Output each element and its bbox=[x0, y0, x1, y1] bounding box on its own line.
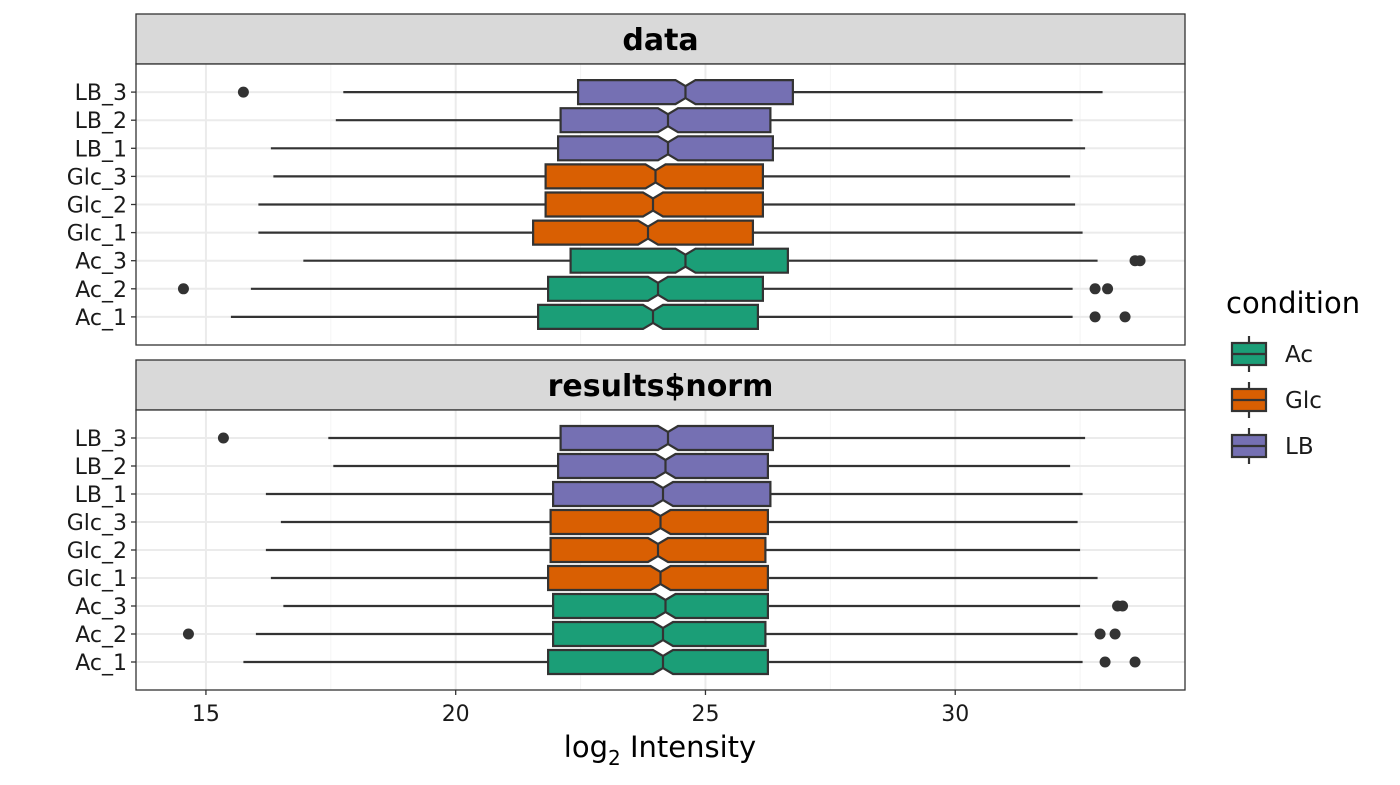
y-tick-label-Ac_2: Ac_2 bbox=[75, 623, 127, 648]
legend-key-Glc: Glc bbox=[1230, 382, 1322, 418]
x-axis-title: log2 Intensity bbox=[564, 730, 756, 770]
outlier-Ac_2 bbox=[1109, 628, 1121, 640]
box-body-Ac_1 bbox=[547, 648, 769, 676]
box-body-LB_3 bbox=[559, 424, 774, 452]
box-LB_1 bbox=[265, 480, 1083, 508]
box-Glc_3 bbox=[273, 163, 1071, 190]
legend-label-Glc: Glc bbox=[1285, 388, 1322, 414]
facet-strip-label-1: results$norm bbox=[548, 369, 774, 404]
y-tick-label-LB_3: LB_3 bbox=[75, 427, 127, 452]
box-body-Ac_3 bbox=[552, 592, 769, 620]
outlier-Ac_1 bbox=[1089, 311, 1101, 323]
outlier-LB_3 bbox=[237, 86, 249, 98]
outlier-Ac_1 bbox=[1099, 656, 1111, 668]
facet-strip-0 bbox=[135, 13, 1186, 65]
outlier-LB_3 bbox=[217, 432, 229, 444]
outlier-Ac_2 bbox=[177, 283, 189, 295]
box-Ac_1 bbox=[243, 648, 1141, 676]
box-body-Ac_2 bbox=[552, 620, 767, 648]
outlier-Ac_3 bbox=[1134, 255, 1146, 267]
y-tick-label-LB_1: LB_1 bbox=[75, 483, 127, 508]
x-tick-label-20: 20 bbox=[442, 702, 470, 727]
box-body-Glc_3 bbox=[549, 508, 769, 536]
legend: condition Ac Glc LB bbox=[1226, 286, 1360, 464]
box-Ac_3 bbox=[303, 247, 1146, 274]
box-Ac_1 bbox=[230, 303, 1131, 330]
box-Glc_2 bbox=[265, 536, 1081, 564]
y-tick-label-Glc_2: Glc_2 bbox=[67, 194, 127, 219]
facet-strip-label-0: data bbox=[622, 23, 698, 58]
box-Ac_2 bbox=[177, 275, 1114, 302]
box-body-Glc_3 bbox=[544, 163, 765, 190]
x-tick-label-25: 25 bbox=[691, 702, 719, 727]
box-Glc_1 bbox=[270, 564, 1098, 592]
outlier-Ac_1 bbox=[1129, 656, 1141, 668]
box-Ac_3 bbox=[283, 592, 1129, 620]
legend-key-LB: LB bbox=[1230, 428, 1314, 464]
box-body-LB_1 bbox=[556, 135, 774, 162]
box-LB_3 bbox=[217, 424, 1086, 452]
legend-keys: Ac Glc LB bbox=[1230, 336, 1322, 464]
facet-panel-0: data Ac_1 Ac_2 Ac_3 Glc_1 Glc_2 Glc_3 LB_1 LB_2 L… bbox=[67, 13, 1186, 346]
facet-panels: data Ac_1 Ac_2 Ac_3 Glc_1 Glc_2 Glc_3 LB_1 LB_2 L… bbox=[67, 13, 1186, 691]
legend-key-Ac: Ac bbox=[1230, 336, 1313, 372]
box-body-Glc_1 bbox=[547, 564, 769, 592]
y-tick-label-Glc_3: Glc_3 bbox=[67, 511, 127, 536]
legend-label-Ac: Ac bbox=[1285, 342, 1313, 368]
outlier-Ac_2 bbox=[182, 628, 194, 640]
legend-title: condition bbox=[1226, 286, 1360, 320]
y-tick-label-Glc_1: Glc_1 bbox=[67, 222, 127, 247]
y-tick-label-Ac_1: Ac_1 bbox=[75, 306, 127, 331]
y-axis-1: Ac_1 Ac_2 Ac_3 Glc_1 Glc_2 Glc_3 LB_1 LB_2 LB_3 bbox=[67, 427, 136, 676]
outlier-Ac_2 bbox=[1089, 283, 1101, 295]
outlier-Ac_3 bbox=[1117, 600, 1129, 612]
box-Glc_2 bbox=[258, 191, 1076, 218]
y-tick-label-Glc_1: Glc_1 bbox=[67, 567, 127, 592]
y-tick-label-Ac_3: Ac_3 bbox=[75, 595, 127, 620]
y-tick-label-LB_1: LB_1 bbox=[75, 137, 127, 162]
box-body-LB_2 bbox=[559, 107, 772, 134]
x-axis-title-subscript: 2 bbox=[608, 746, 621, 770]
box-body-LB_2 bbox=[556, 452, 769, 480]
outlier-Ac_1 bbox=[1119, 311, 1131, 323]
y-axis-0: Ac_1 Ac_2 Ac_3 Glc_1 Glc_2 Glc_3 LB_1 LB_2 LB_3 bbox=[67, 81, 136, 331]
x-tick-label-15: 15 bbox=[192, 702, 220, 727]
y-tick-label-LB_2: LB_2 bbox=[75, 455, 127, 480]
y-tick-label-Glc_2: Glc_2 bbox=[67, 539, 127, 564]
x-axis: 15 20 25 30 bbox=[192, 690, 969, 727]
box-LB_1 bbox=[270, 135, 1086, 162]
box-body-Ac_2 bbox=[547, 275, 765, 302]
legend-label-LB: LB bbox=[1285, 434, 1314, 460]
box-body-LB_1 bbox=[552, 480, 772, 508]
y-tick-label-LB_2: LB_2 bbox=[75, 109, 127, 134]
box-Glc_1 bbox=[258, 219, 1083, 246]
y-tick-label-Glc_3: Glc_3 bbox=[67, 165, 127, 190]
box-LB_3 bbox=[237, 78, 1103, 106]
facet-panel-1: results$norm Ac_1 Ac_2 Ac_3 Glc_1 Glc_2 Glc_3 L… bbox=[67, 359, 1186, 691]
box-Glc_3 bbox=[280, 508, 1078, 536]
box-Ac_2 bbox=[182, 620, 1121, 648]
box-body-Glc_2 bbox=[544, 191, 765, 218]
x-axis-title-base: log bbox=[564, 730, 608, 764]
outlier-Ac_2 bbox=[1094, 628, 1106, 640]
x-tick-label-30: 30 bbox=[941, 702, 969, 727]
outlier-Ac_2 bbox=[1102, 283, 1114, 295]
y-tick-label-Ac_2: Ac_2 bbox=[75, 278, 127, 303]
box-LB_2 bbox=[335, 107, 1073, 134]
y-tick-label-Ac_1: Ac_1 bbox=[75, 651, 127, 676]
box-body-Glc_1 bbox=[532, 219, 755, 246]
box-body-Ac_1 bbox=[537, 303, 760, 330]
x-axis-title-rest: Intensity bbox=[621, 730, 756, 764]
box-body-Ac_3 bbox=[569, 247, 789, 274]
y-tick-label-Ac_3: Ac_3 bbox=[75, 250, 127, 275]
y-tick-label-LB_3: LB_3 bbox=[75, 81, 127, 106]
box-LB_2 bbox=[333, 452, 1071, 480]
